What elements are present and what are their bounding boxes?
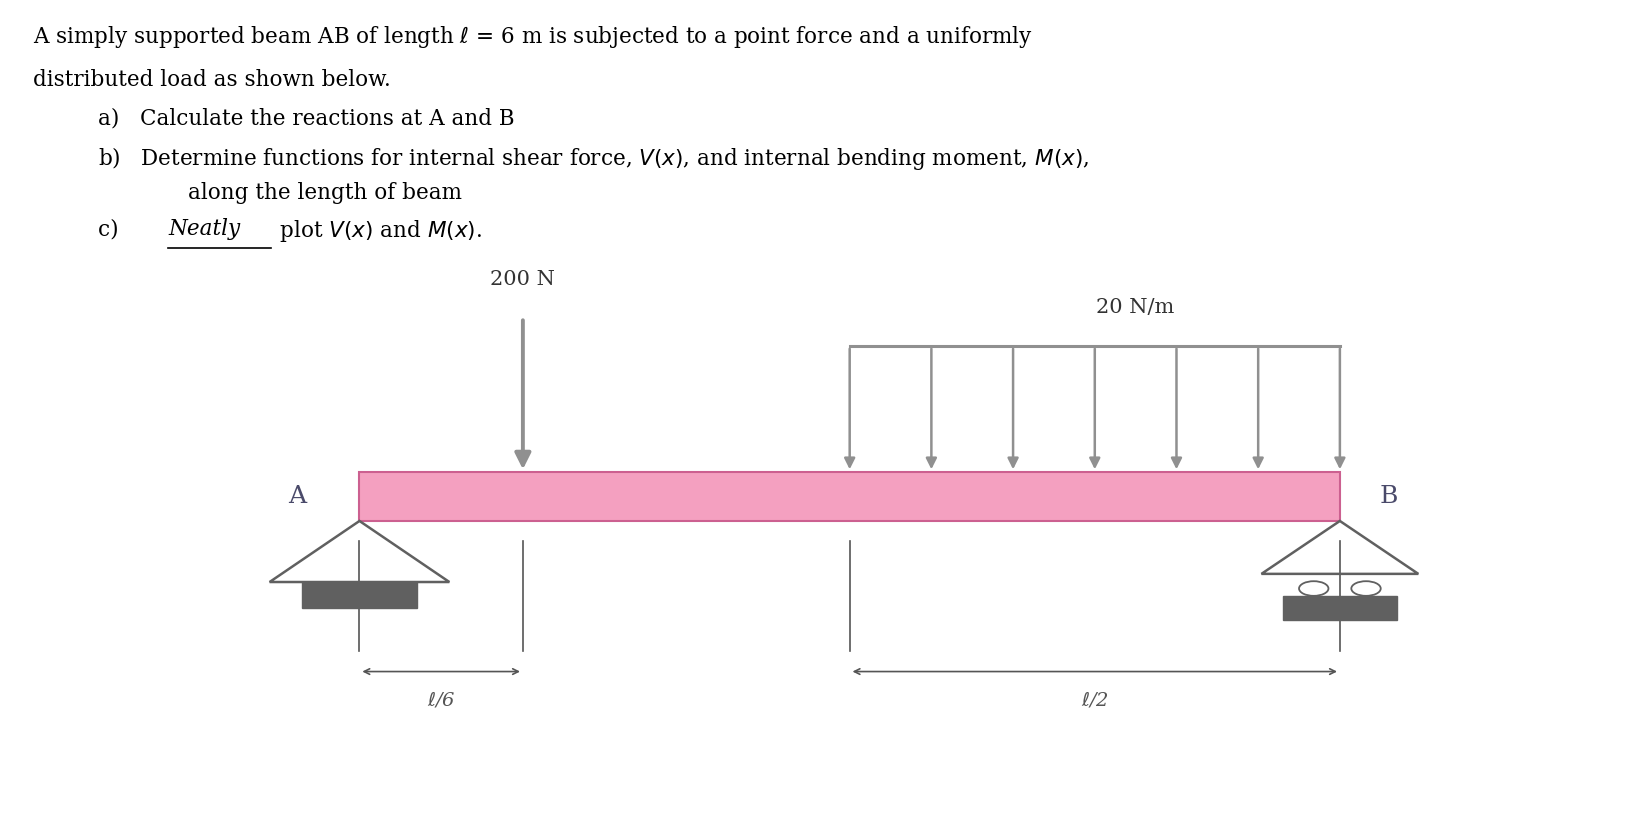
Text: a)   Calculate the reactions at A and B: a) Calculate the reactions at A and B — [98, 107, 515, 129]
Text: along the length of beam: along the length of beam — [188, 182, 462, 204]
Text: c): c) — [98, 218, 139, 240]
Text: $\ell$/2: $\ell$/2 — [1080, 689, 1109, 710]
Bar — [359, 472, 1340, 521]
Text: b)   Determine functions for internal shear force, $V(x)$, and internal bending : b) Determine functions for internal shea… — [98, 145, 1090, 172]
Text: plot $V(x)$ and $M(x)$.: plot $V(x)$ and $M(x)$. — [273, 218, 482, 244]
Text: Neatly: Neatly — [168, 218, 240, 240]
Text: A simply supported beam AB of length $\ell$ = 6 m is subjected to a point force : A simply supported beam AB of length $\e… — [33, 24, 1033, 50]
Text: 200 N: 200 N — [490, 270, 556, 289]
Bar — [1283, 596, 1397, 620]
Text: A: A — [288, 485, 307, 508]
Text: B: B — [1379, 485, 1399, 508]
Text: $\ell$/6: $\ell$/6 — [426, 689, 456, 710]
Bar — [302, 582, 417, 608]
Text: distributed load as shown below.: distributed load as shown below. — [33, 69, 391, 91]
Text: 20 N/m: 20 N/m — [1096, 299, 1175, 317]
